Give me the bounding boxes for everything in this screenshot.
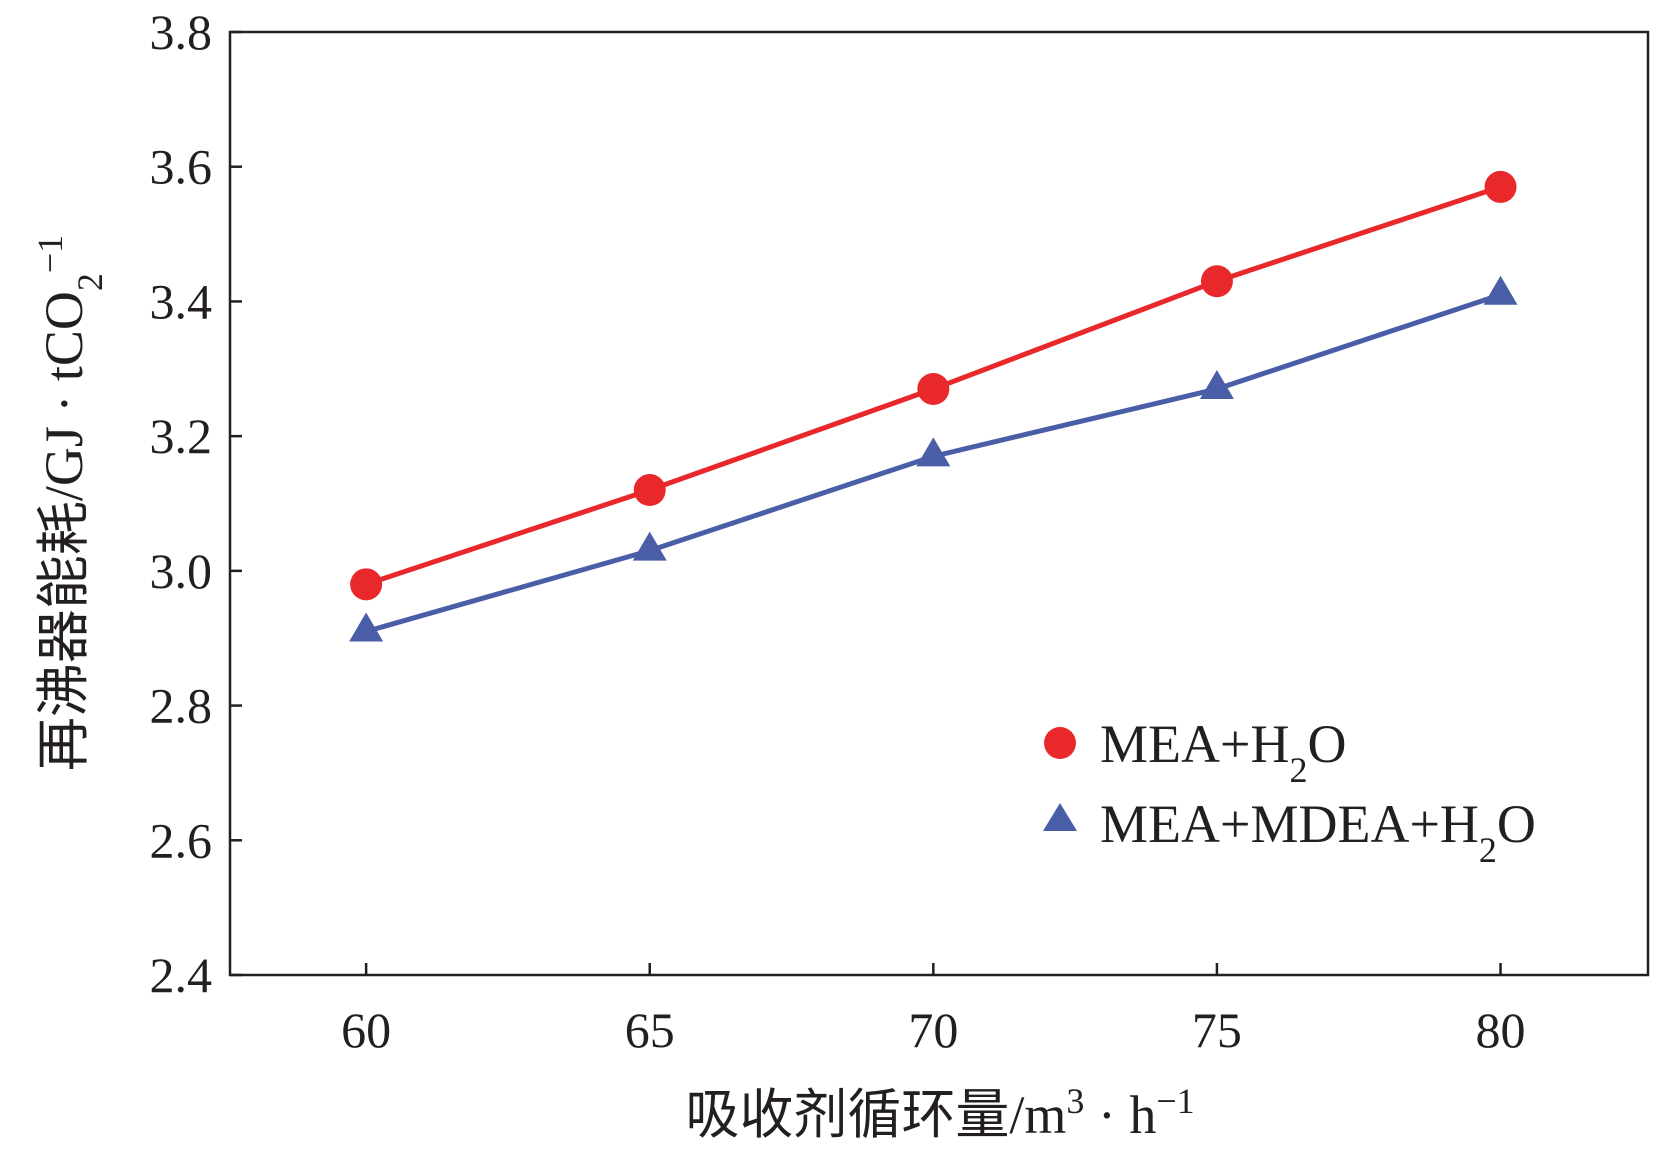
legend-marker-mea-mdea-h2o — [1043, 803, 1077, 831]
y-tick-label: 2.4 — [150, 947, 213, 1003]
y-tick-label: 3.6 — [150, 139, 213, 195]
data-point-circle — [917, 372, 950, 405]
tick-layer: 2.4 2.6 2.8 3.0 3.2 3.4 3.6 3.8 60 65 70 75 80 — [150, 4, 1526, 1058]
data-point-triangle — [632, 531, 667, 561]
x-axis-title: 吸收剂循环量/m3 · h−1 — [685, 1081, 1194, 1145]
legend: MEA+H2O MEA+MDEA+H2O — [1043, 714, 1536, 870]
data-point-triangle — [1199, 369, 1234, 399]
y-tick-label: 3.0 — [150, 543, 213, 599]
x-tick-label: 60 — [341, 1002, 391, 1058]
legend-label-mea-h2o: MEA+H2O — [1100, 714, 1346, 790]
y-tick-label: 2.6 — [150, 812, 213, 868]
data-point-circle — [350, 568, 383, 601]
y-tick-label: 3.2 — [150, 408, 213, 464]
plot-frame — [228, 30, 1650, 977]
series-layer — [349, 170, 1518, 642]
data-point-circle — [1484, 170, 1517, 203]
data-point-triangle — [349, 612, 384, 642]
x-tick-label: 75 — [1192, 1002, 1242, 1058]
y-tick-label: 3.4 — [150, 273, 213, 329]
legend-label-mea-mdea-h2o: MEA+MDEA+H2O — [1100, 794, 1536, 870]
data-point-triangle — [916, 437, 951, 467]
y-tick-label: 2.8 — [150, 678, 213, 734]
data-point-circle — [633, 474, 666, 507]
data-point-triangle — [1483, 275, 1518, 305]
y-axis-title: 再沸器能耗/GJ · tCO2−1 — [30, 235, 110, 771]
x-tick-label: 70 — [908, 1002, 958, 1058]
legend-marker-mea-h2o — [1044, 727, 1076, 759]
x-tick-label: 80 — [1476, 1002, 1526, 1058]
y-tick-label: 3.8 — [150, 4, 213, 60]
x-tick-label: 65 — [625, 1002, 675, 1058]
data-point-circle — [1200, 265, 1233, 298]
